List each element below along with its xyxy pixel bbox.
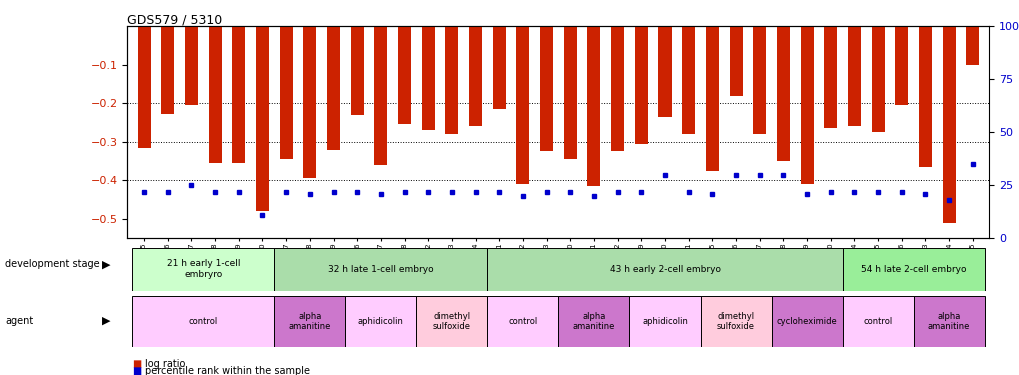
Bar: [729, 26, 742, 96]
Bar: [682, 26, 695, 134]
Text: dimethyl
sulfoxide: dimethyl sulfoxide: [716, 312, 754, 331]
Bar: [634, 26, 647, 144]
Bar: [232, 26, 245, 163]
Bar: [492, 26, 505, 109]
Bar: [327, 26, 339, 150]
Bar: [705, 26, 718, 171]
Bar: [965, 26, 978, 65]
Text: dimethyl
sulfoxide: dimethyl sulfoxide: [432, 312, 471, 331]
Bar: [871, 26, 883, 132]
Bar: [776, 26, 789, 161]
Bar: [487, 248, 842, 291]
Text: log ratio: log ratio: [145, 359, 185, 369]
Text: ■: ■: [132, 359, 142, 369]
Text: 54 h late 2-cell embryo: 54 h late 2-cell embryo: [860, 265, 965, 274]
Bar: [421, 26, 434, 130]
Bar: [629, 296, 700, 347]
Bar: [351, 26, 364, 115]
Bar: [587, 26, 600, 186]
Text: aphidicolin: aphidicolin: [641, 317, 687, 326]
Bar: [274, 248, 487, 291]
Bar: [184, 26, 198, 105]
Bar: [469, 26, 482, 126]
Bar: [374, 26, 387, 165]
Text: 43 h early 2-cell embryo: 43 h early 2-cell embryo: [609, 265, 719, 274]
Text: development stage: development stage: [5, 260, 100, 269]
Text: agent: agent: [5, 316, 34, 326]
Bar: [700, 296, 770, 347]
Bar: [274, 296, 345, 347]
Bar: [610, 26, 624, 152]
Text: ▶: ▶: [102, 316, 110, 326]
Bar: [823, 26, 837, 128]
Bar: [770, 296, 842, 347]
Bar: [132, 296, 274, 347]
Text: control: control: [507, 317, 537, 326]
Text: cycloheximide: cycloheximide: [775, 317, 837, 326]
Bar: [918, 26, 931, 167]
Bar: [800, 26, 813, 184]
Text: ▶: ▶: [102, 260, 110, 269]
Bar: [895, 26, 907, 105]
Bar: [209, 26, 221, 163]
Bar: [303, 26, 316, 178]
Bar: [345, 296, 416, 347]
Bar: [487, 296, 558, 347]
Bar: [540, 26, 552, 152]
Text: ■: ■: [132, 366, 142, 375]
Bar: [942, 26, 955, 223]
Bar: [842, 248, 983, 291]
Bar: [516, 26, 529, 184]
Bar: [445, 26, 458, 134]
Bar: [138, 26, 151, 148]
Text: control: control: [863, 317, 892, 326]
Bar: [558, 296, 629, 347]
Bar: [161, 26, 174, 114]
Bar: [752, 26, 765, 134]
Bar: [913, 296, 983, 347]
Text: alpha
amanitine: alpha amanitine: [573, 312, 614, 331]
Text: percentile rank within the sample: percentile rank within the sample: [145, 366, 310, 375]
Text: 32 h late 1-cell embryo: 32 h late 1-cell embryo: [328, 265, 433, 274]
Bar: [279, 26, 292, 159]
Text: 21 h early 1-cell
embryro: 21 h early 1-cell embryro: [166, 260, 239, 279]
Bar: [416, 296, 487, 347]
Bar: [658, 26, 671, 117]
Bar: [256, 26, 269, 211]
Text: alpha
amanitine: alpha amanitine: [927, 312, 969, 331]
Text: GDS579 / 5310: GDS579 / 5310: [127, 13, 222, 26]
Bar: [564, 26, 576, 159]
Bar: [847, 26, 860, 126]
Bar: [397, 26, 411, 124]
Text: control: control: [189, 317, 218, 326]
Bar: [842, 296, 913, 347]
Text: alpha
amanitine: alpha amanitine: [288, 312, 331, 331]
Bar: [132, 248, 274, 291]
Text: aphidicolin: aphidicolin: [358, 317, 404, 326]
